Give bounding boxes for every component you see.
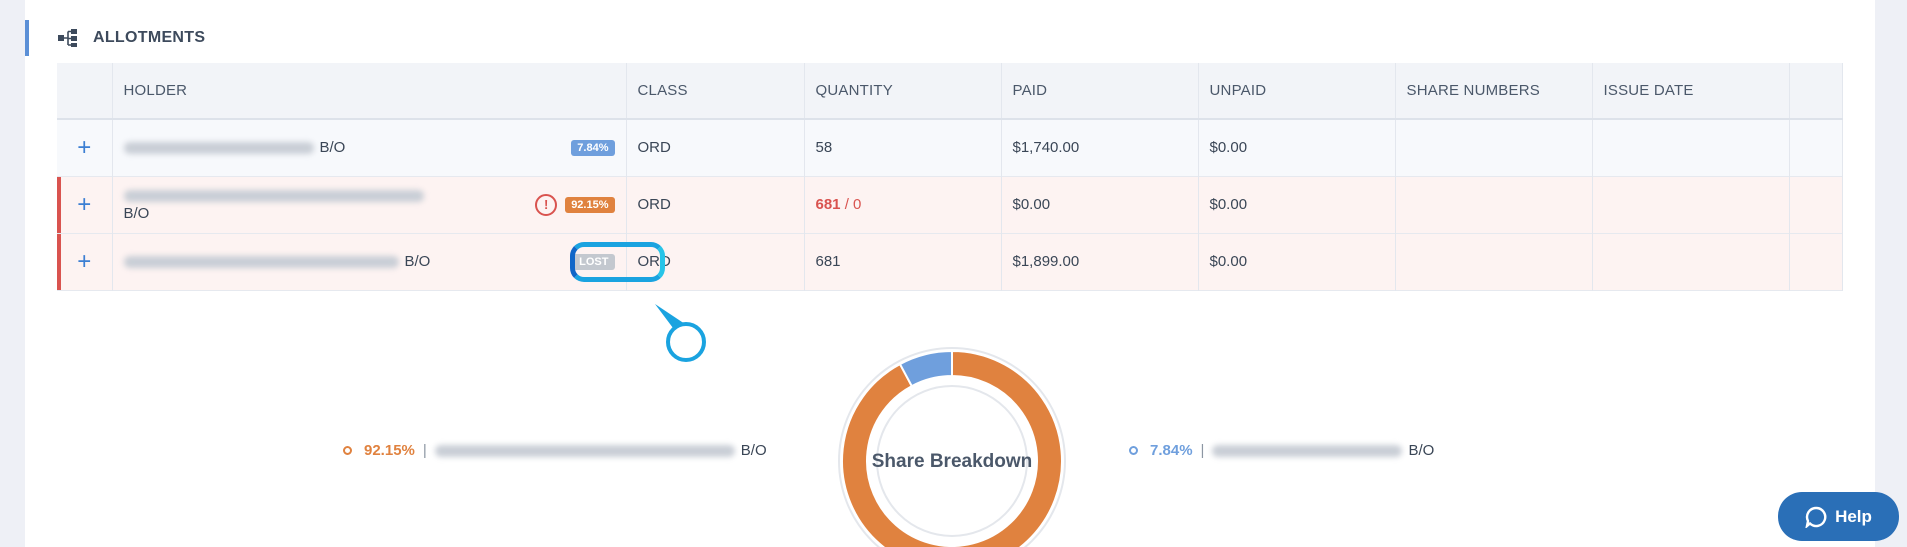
alert-icon[interactable]: ! <box>535 193 558 216</box>
holder-suffix: B/O <box>319 139 346 157</box>
actions-cell <box>1789 119 1843 176</box>
donut-slice-0[interactable] <box>841 349 1063 547</box>
holder-cell: B/O LOST <box>112 233 627 290</box>
holder-cell: B/O 7.84% <box>112 119 627 176</box>
donut-inner-ring <box>876 385 1028 537</box>
share-numbers-cell <box>1395 233 1593 290</box>
quantity-cell: 681 / 0 <box>804 176 1002 233</box>
pointer-cursor-icon <box>655 304 706 362</box>
percentage-badge: 92.15% <box>565 196 615 213</box>
hierarchy-icon <box>57 28 79 48</box>
legend-right: 7.84% | B/O <box>1129 442 1434 459</box>
redacted-holder-name <box>1212 444 1403 457</box>
page: ALLOTMENTS HOLDER CLASS QUANTITY PAID UN… <box>25 0 1875 547</box>
share-breakdown: 92.15% | B/O Share Breakdown 7.84% | B/O <box>25 320 1875 547</box>
share-numbers-cell <box>1395 119 1593 176</box>
plus-icon[interactable]: + <box>77 247 92 275</box>
legend-dot-icon <box>1129 446 1138 455</box>
header-add <box>57 63 113 119</box>
legend-suffix: B/O <box>1408 442 1435 459</box>
unpaid-cell: $0.00 <box>1198 233 1396 290</box>
issue-date-cell <box>1592 119 1790 176</box>
header-issue-date[interactable]: ISSUE DATE <box>1592 63 1790 119</box>
legend-left: 92.15% | B/O <box>343 442 767 459</box>
table-row[interactable]: + B/O ! 92.15% ORD 681 / 0 <box>57 176 1843 233</box>
legend-dot-icon <box>343 446 352 455</box>
unpaid-cell: $0.00 <box>1198 119 1396 176</box>
expand-cell[interactable]: + <box>57 119 113 176</box>
table-header-row: HOLDER CLASS QUANTITY PAID UNPAID SHARE … <box>57 63 1843 119</box>
actions-cell <box>1789 176 1843 233</box>
quantity-cell: 681 <box>804 233 1002 290</box>
actions-cell <box>1789 233 1843 290</box>
section-title: ALLOTMENTS <box>93 29 206 46</box>
highlight-ring <box>570 242 665 282</box>
class-cell: ORD <box>626 176 805 233</box>
redacted-holder-name <box>123 142 314 155</box>
holder-suffix: B/O <box>404 253 431 270</box>
table-row[interactable]: + B/O LOST ORD 681 $1,899.00 $0.00 <box>57 233 1843 290</box>
expand-cell[interactable]: + <box>57 233 113 290</box>
header-holder[interactable]: HOLDER <box>112 63 627 119</box>
header-share-numbers[interactable]: SHARE NUMBERS <box>1395 63 1593 119</box>
legend-separator: | <box>422 442 427 459</box>
help-label: Help <box>1835 506 1872 526</box>
donut-outer-ring <box>838 347 1066 547</box>
section-header: ALLOTMENTS <box>25 20 425 56</box>
legend-suffix: B/O <box>740 442 767 459</box>
quantity-extra: / 0 <box>840 196 862 213</box>
quantity-value: 681 <box>815 196 841 213</box>
quantity-cell: 58 <box>804 119 1002 176</box>
share-donut: Share Breakdown <box>838 347 1066 547</box>
paid-cell: $0.00 <box>1001 176 1199 233</box>
percentage-badge: 7.84% <box>571 139 615 156</box>
paid-cell: $1,740.00 <box>1001 119 1199 176</box>
header-paid[interactable]: PAID <box>1001 63 1199 119</box>
legend-pct: 7.84% <box>1150 442 1193 459</box>
unpaid-cell: $0.00 <box>1198 176 1396 233</box>
header-unpaid[interactable]: UNPAID <box>1198 63 1396 119</box>
lost-badge[interactable]: LOST <box>573 253 615 270</box>
redacted-holder-name <box>123 256 399 269</box>
redacted-holder-name <box>123 189 424 202</box>
allotments-table: HOLDER CLASS QUANTITY PAID UNPAID SHARE … <box>57 63 1843 291</box>
issue-date-cell <box>1592 233 1790 290</box>
holder-suffix: B/O <box>123 204 150 222</box>
issue-date-cell <box>1592 176 1790 233</box>
table-row[interactable]: + B/O 7.84% ORD 58 $1,740.00 $0.00 <box>57 119 1843 176</box>
expand-cell[interactable]: + <box>57 176 113 233</box>
share-numbers-cell <box>1395 176 1593 233</box>
legend-pct: 92.15% <box>364 442 415 459</box>
class-cell: ORD <box>626 119 805 176</box>
donut-slice-1[interactable] <box>898 349 953 388</box>
plus-icon[interactable]: + <box>77 190 92 218</box>
legend-separator: | <box>1200 442 1205 459</box>
chat-bubble-icon <box>1805 506 1827 528</box>
header-actions <box>1789 63 1843 119</box>
header-quantity[interactable]: QUANTITY <box>804 63 1002 119</box>
donut-title: Share Breakdown <box>872 451 1033 472</box>
paid-cell: $1,899.00 <box>1001 233 1199 290</box>
plus-icon[interactable]: + <box>77 133 92 161</box>
redacted-holder-name <box>434 444 735 457</box>
help-button[interactable]: Help <box>1778 492 1899 541</box>
header-class[interactable]: CLASS <box>626 63 805 119</box>
holder-cell: B/O ! 92.15% <box>112 176 627 233</box>
